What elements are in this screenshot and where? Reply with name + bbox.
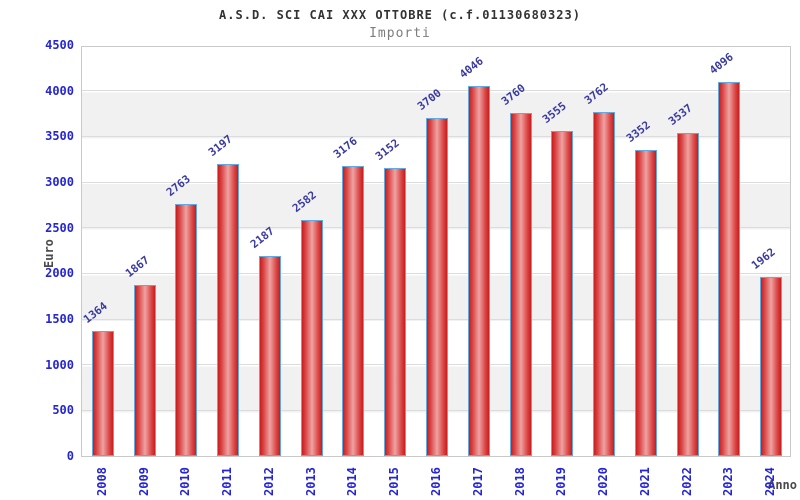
bar-2021 xyxy=(634,149,657,456)
bar-value-label: 3537 xyxy=(665,101,695,128)
bar-value-label: 2582 xyxy=(289,188,319,216)
x-tick-label: 2024 xyxy=(763,467,778,496)
chart-subtitle: Importi xyxy=(369,26,431,41)
x-tick-label: 2014 xyxy=(345,467,360,496)
x-tick-label: 2009 xyxy=(136,467,151,496)
bar-2020 xyxy=(593,112,616,456)
x-tick-label: 2021 xyxy=(637,467,652,496)
bar-2012 xyxy=(258,256,281,456)
gridline xyxy=(82,90,790,92)
y-tick-label: 1000 xyxy=(45,357,74,372)
bar-2013 xyxy=(300,220,323,456)
y-tick-label: 3000 xyxy=(45,175,74,189)
x-axis-title: Anno xyxy=(768,478,797,492)
y-tick-label: 500 xyxy=(52,403,74,418)
bar-2010 xyxy=(175,203,198,456)
bar-value-label: 1962 xyxy=(749,245,778,272)
plot-area: 1364 1867 2763 3197 2187 2582 3176 3152 3700 4046… xyxy=(81,46,791,457)
x-tick-label: 2022 xyxy=(679,467,694,496)
bar-2011 xyxy=(217,164,240,456)
x-tick-label: 2020 xyxy=(596,467,611,496)
y-tick-label: 4500 xyxy=(45,38,74,52)
y-tick-label: 2000 xyxy=(45,266,74,281)
bar-value-label: 3762 xyxy=(582,80,611,108)
bar-2015 xyxy=(384,168,407,456)
bar-value-label: 2187 xyxy=(247,224,277,252)
bar-2009 xyxy=(133,285,156,456)
bar-value-label: 3352 xyxy=(623,118,653,145)
y-tick-label: 1500 xyxy=(45,312,74,326)
x-tick-label: 2023 xyxy=(721,467,736,496)
bar-2024 xyxy=(760,276,783,456)
bar-2018 xyxy=(509,112,532,456)
y-axis-title: Euro xyxy=(42,239,56,268)
bar-value-label: 2763 xyxy=(164,172,194,199)
bar-value-label: 3152 xyxy=(373,136,403,164)
x-tick-label: 2018 xyxy=(512,467,527,496)
y-tick-label: 4000 xyxy=(45,83,74,98)
bar-2023 xyxy=(718,81,741,456)
x-tick-label: 2012 xyxy=(261,467,276,496)
bar-2016 xyxy=(426,118,448,456)
bar-2008 xyxy=(91,331,114,456)
x-tick-label: 2011 xyxy=(220,467,235,496)
x-tick-label: 2016 xyxy=(429,467,443,496)
x-tick-label: 2008 xyxy=(94,467,109,496)
chart-title: A.S.D. SCI CAI XXX OTTOBRE (c.f.01130680… xyxy=(219,8,581,22)
bar-2017 xyxy=(467,86,490,456)
x-tick-label: 2017 xyxy=(470,467,485,496)
bar-value-label: 3176 xyxy=(331,134,361,161)
y-tick-label: 0 xyxy=(66,449,74,463)
bar-value-label: 4096 xyxy=(707,50,737,77)
x-tick-label: 2010 xyxy=(178,467,193,496)
bar-value-label: 1867 xyxy=(122,253,152,281)
bar-value-label: 3555 xyxy=(540,99,570,127)
bar-2019 xyxy=(551,131,574,456)
bar-2022 xyxy=(676,132,699,456)
x-tick-label: 2013 xyxy=(303,467,318,496)
bar-value-label: 3760 xyxy=(498,81,528,108)
bar-value-label: 4046 xyxy=(456,54,486,82)
y-tick-label: 2500 xyxy=(45,220,74,235)
x-tick-label: 2019 xyxy=(554,467,569,496)
x-tick-label: 2015 xyxy=(387,467,402,496)
y-tick-label: 3500 xyxy=(45,129,74,144)
bar-2014 xyxy=(342,165,365,456)
bar-value-label: 1364 xyxy=(80,299,110,327)
